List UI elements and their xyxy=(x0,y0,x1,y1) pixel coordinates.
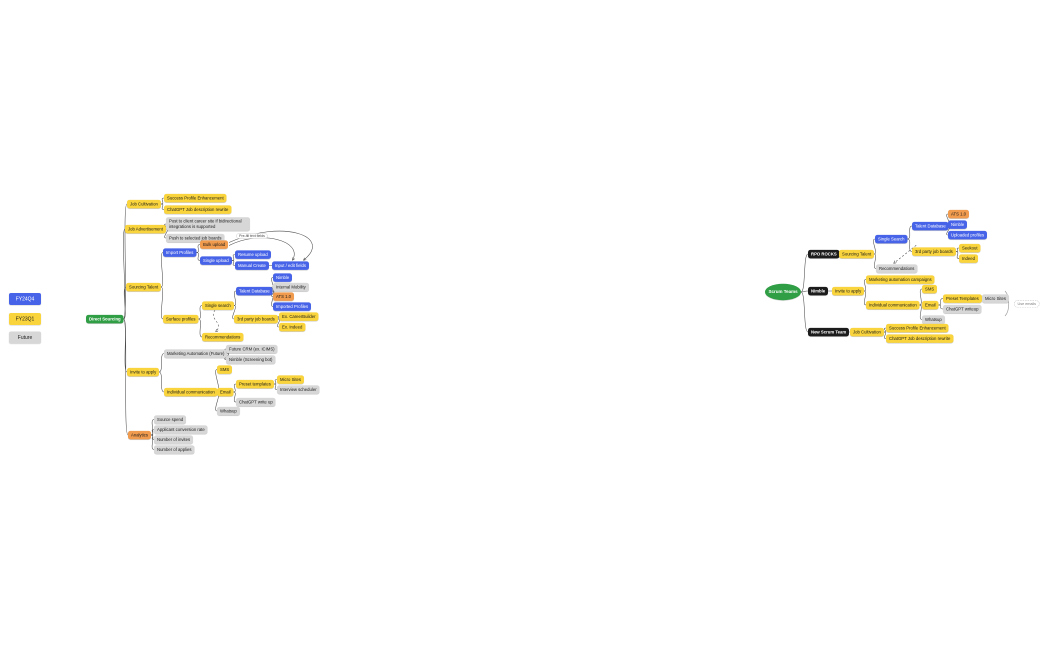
node-R-indeed[interactable]: Indeed xyxy=(959,254,978,263)
legend-item-fy24q4[interactable]: FY24Q4 xyxy=(9,293,41,305)
node-L-imported[interactable]: Imported Profiles xyxy=(273,302,312,311)
node-L-chatgptwu[interactable]: ChatGPT write up xyxy=(236,397,276,407)
node-L-indeed[interactable]: Ex. Indeed xyxy=(279,322,306,332)
node-R-nimble[interactable]: Nimble xyxy=(808,286,829,296)
node-L-email[interactable]: Email xyxy=(217,387,234,397)
node-R-microsites[interactable]: Micro Sites xyxy=(982,294,1010,303)
node-L-manual[interactable]: Manual Create xyxy=(235,261,269,270)
node-L-resume[interactable]: Resume upload xyxy=(235,250,271,259)
node-L-singleupload[interactable]: Single upload xyxy=(200,256,232,265)
node-L-surface[interactable]: Surface profiles xyxy=(163,314,199,324)
node-R-singlesearch[interactable]: Single Search xyxy=(875,234,908,244)
node-L-pushboards[interactable]: Push to selected job boards xyxy=(166,233,225,243)
node-L-numapplies[interactable]: Number of applies xyxy=(154,445,195,454)
node-R-spe[interactable]: Success Profile Enhancement xyxy=(886,323,949,333)
arrow-annotation: Pre-fill text fields xyxy=(236,233,268,239)
node-R-invite[interactable]: Invite to apply xyxy=(832,286,865,296)
node-L-preset[interactable]: Preset templates xyxy=(236,379,274,389)
node-L-nimble2[interactable]: Nimble xyxy=(273,273,293,282)
node-R-nimble2[interactable]: Nimble xyxy=(948,220,968,229)
node-R-email[interactable]: Email xyxy=(922,300,939,310)
node-L-microsites[interactable]: Micro Sites xyxy=(277,375,305,384)
node-R-chatgptwu[interactable]: ChatGPT writeup xyxy=(943,304,982,314)
node-L-intmob[interactable]: Internal Mobility xyxy=(273,282,309,292)
node-L-root[interactable]: Direct Sourcing xyxy=(86,314,124,324)
node-R-indivcomm[interactable]: Individual communication xyxy=(866,300,920,310)
node-R-rpo[interactable]: RPO ROCKS xyxy=(808,249,840,259)
node-R-mktauto[interactable]: Marketing automation campaigns xyxy=(866,275,935,284)
node-L-nimblebot[interactable]: Nimble (Screening bot) xyxy=(226,355,276,364)
node-L-indivcomm[interactable]: Individual communication xyxy=(164,387,218,397)
node-R-ats[interactable]: ATS 1.0 xyxy=(948,209,970,219)
node-L-jobadv[interactable]: Job Advertisement xyxy=(125,224,166,234)
node-R-preset[interactable]: Preset Templates xyxy=(943,294,982,303)
node-L-mktauto[interactable]: Marketing Automation (Future) xyxy=(164,349,228,358)
node-R-3rdparty[interactable]: 3rd party job boards xyxy=(912,247,956,256)
node-L-ats[interactable]: ATS 1.0 xyxy=(273,292,295,301)
node-L-appconv[interactable]: Applicant conversion rate xyxy=(154,425,208,434)
node-L-sourcespend[interactable]: Source spend xyxy=(154,415,187,424)
legend-item-future[interactable]: Future xyxy=(9,331,41,344)
node-R-uploaded[interactable]: Uploaded profiles xyxy=(948,230,988,240)
node-R-seekout[interactable]: Seekout xyxy=(959,243,981,253)
node-L-sms[interactable]: SMS xyxy=(217,365,233,374)
node-R-recommend[interactable]: Recommendations xyxy=(876,264,918,273)
node-L-talentdb[interactable]: Talent Database xyxy=(236,286,273,296)
node-R-talentdb[interactable]: Talent Database xyxy=(912,221,949,231)
node-L-inputedit[interactable]: Input / edit fields xyxy=(272,261,309,270)
node-L-recommend[interactable]: Recommendations xyxy=(202,332,244,342)
node-L-analytics[interactable]: Analytics xyxy=(128,430,152,440)
node-L-bulk[interactable]: Bulk upload xyxy=(200,240,229,249)
node-L-3rdparty[interactable]: 3rd party job boards xyxy=(234,314,278,324)
node-L-futurecrm[interactable]: Future CRM (ex. iCIMS) xyxy=(226,344,278,354)
node-L-postclient[interactable]: Post to client career site if bidirectio… xyxy=(166,217,250,231)
node-L-whatsup[interactable]: Whatsup xyxy=(217,406,240,416)
node-R-useemails[interactable]: Use emails xyxy=(1014,300,1040,308)
node-R-root[interactable]: Scrum Teams xyxy=(765,283,802,301)
node-R-whatsup[interactable]: Whatsup xyxy=(922,315,945,324)
node-R-sms[interactable]: SMS xyxy=(922,284,938,294)
node-R-chatgptjd[interactable]: ChatGPT Job description rewrite xyxy=(886,334,954,343)
node-L-jobcult[interactable]: Job Cultivation xyxy=(127,199,161,209)
node-L-sourcing[interactable]: Sourcing Talent xyxy=(126,282,162,292)
node-L-chatgptjd[interactable]: ChatGPT Job description rewrite xyxy=(164,205,232,214)
node-L-interview[interactable]: Interview scheduler xyxy=(277,385,320,394)
node-L-import[interactable]: Import Profiles xyxy=(163,248,197,257)
node-R-newteam[interactable]: New Scrum Team xyxy=(808,327,850,337)
node-L-invite[interactable]: Invite to apply xyxy=(127,367,160,377)
node-R-jobcult[interactable]: Job Cultivation xyxy=(850,327,884,337)
node-L-singlesearch[interactable]: Single search xyxy=(202,301,234,310)
node-L-numinvites[interactable]: Number of invites xyxy=(154,435,194,444)
legend-item-fy23q1[interactable]: FY23Q1 xyxy=(9,313,41,325)
node-L-careerbuilder[interactable]: Ex. CareerBuilder xyxy=(279,312,319,321)
node-L-spe[interactable]: Success Profile Enhancement xyxy=(164,193,227,203)
node-R-sourcingtalent[interactable]: Sourcing Talent xyxy=(839,249,875,259)
